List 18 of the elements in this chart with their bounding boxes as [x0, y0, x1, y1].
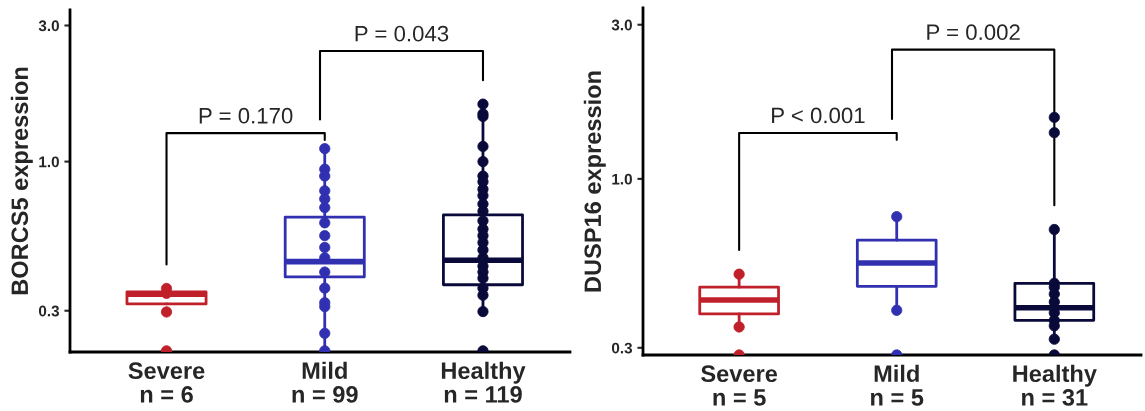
y-axis-title: BORCS5 expression	[10, 67, 33, 295]
x-tick-label: Severe n = 5	[701, 365, 778, 406]
annotation: P = 0.043	[355, 25, 449, 42]
y-tick-label: 0.3	[38, 305, 60, 317]
y-axis-title: DUSP16 expression	[583, 71, 606, 292]
y-tick-label: 3.0	[611, 19, 632, 31]
y-tick-label: 1.0	[39, 156, 59, 168]
y-tick-label: 1.0	[612, 173, 632, 185]
annotation: P = 0.170	[199, 107, 293, 124]
y-tick-label: 3.0	[38, 20, 59, 32]
y-tick-label: 0.3	[611, 342, 633, 354]
x-tick-label: Mild n = 99	[292, 361, 358, 403]
x-tick-label: Mild n = 5	[871, 364, 924, 406]
annotation: P = 0.002	[927, 24, 1020, 41]
x-tick-label: Healthy n = 119	[441, 361, 526, 403]
x-tick-label: Severe n = 6	[128, 362, 205, 403]
annotation: P < 0.001	[772, 107, 865, 124]
x-tick-label: Healthy n = 31	[1013, 364, 1097, 406]
